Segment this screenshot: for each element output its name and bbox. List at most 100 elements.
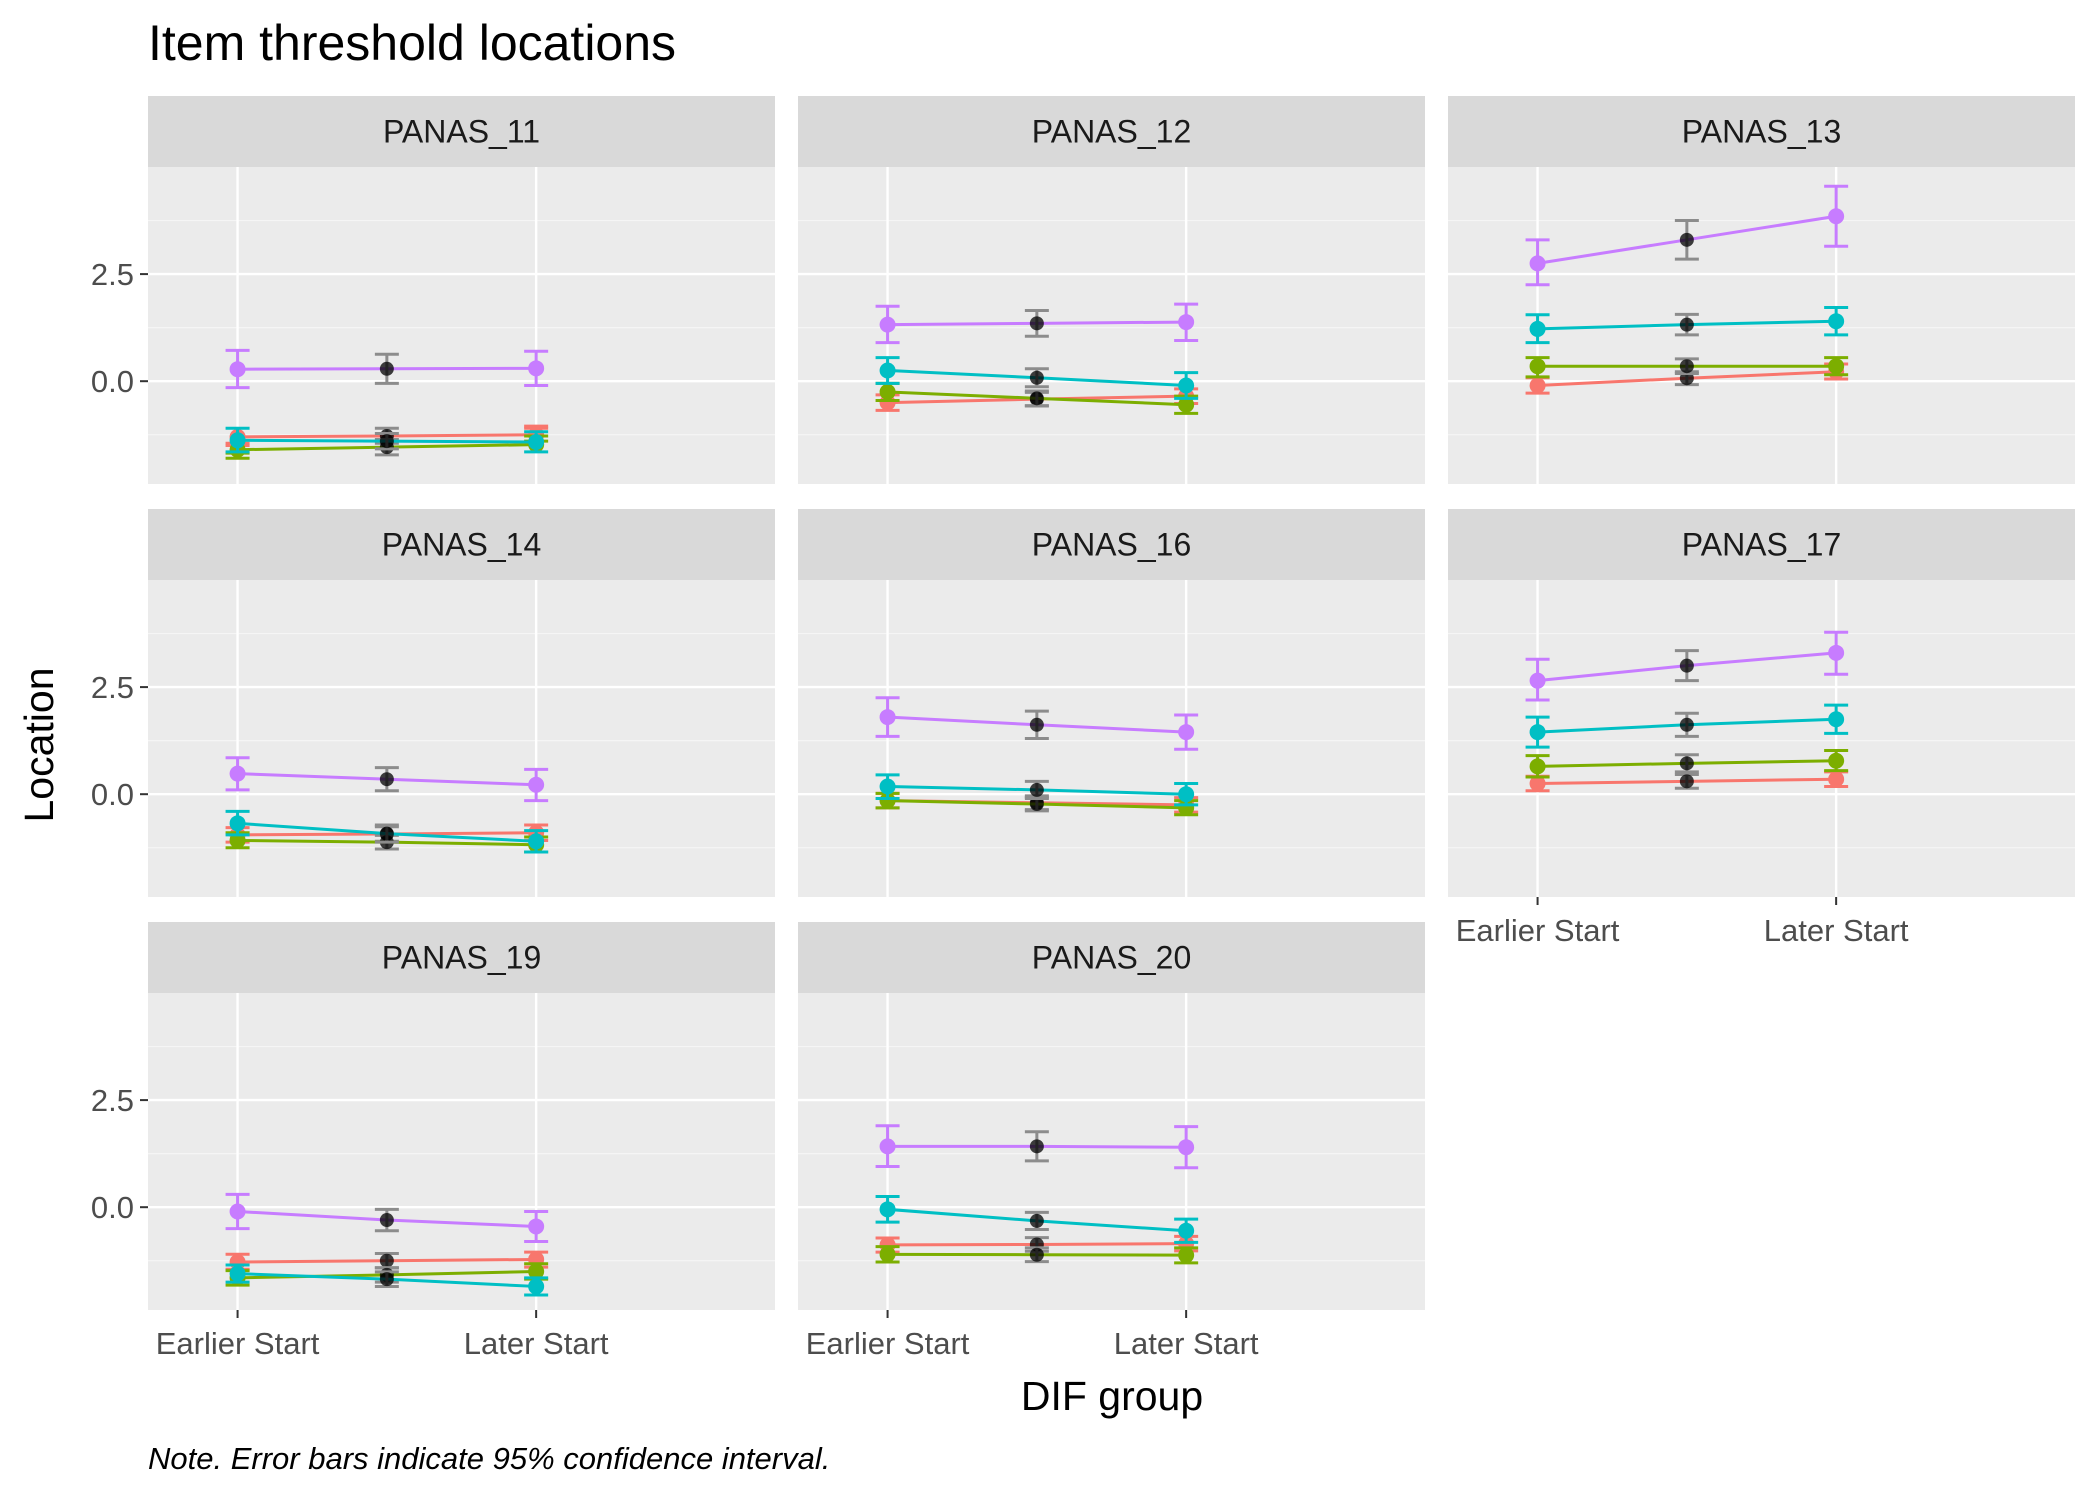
data-point — [879, 1138, 896, 1155]
panel-strip — [1448, 96, 2075, 167]
series-group — [1525, 356, 1849, 379]
series-group — [875, 356, 1199, 400]
panel-title: PANAS_17 — [1682, 527, 1842, 563]
series-group — [875, 302, 1199, 345]
panel: PANAS_17 Earlier Start Later Start — [1448, 509, 2075, 948]
axis-titles: DIF group Location — [16, 667, 1203, 1419]
series-group — [225, 1263, 549, 1297]
average-point — [1029, 797, 1044, 812]
panel-background — [148, 580, 775, 897]
data-point — [528, 1263, 545, 1280]
data-point — [879, 792, 896, 809]
data-point — [1178, 377, 1195, 394]
data-point — [879, 383, 896, 400]
data-point — [1828, 752, 1845, 769]
data-point — [528, 833, 545, 850]
panel: PANAS_14 2.5 0.0 — [91, 509, 775, 897]
x-tick-label: Earlier Start — [806, 1326, 970, 1361]
data-point — [1529, 255, 1546, 272]
average-point — [1679, 317, 1694, 332]
x-tick-label: Later Start — [1114, 1326, 1259, 1361]
average-point — [1029, 717, 1044, 732]
data-point — [1529, 320, 1546, 337]
panel-title: PANAS_19 — [382, 940, 542, 976]
panels: PANAS_11 2.5 0.0 PANAS_12 PANAS_13 PANAS_14 2.… — [91, 96, 2075, 1361]
data-point — [229, 1265, 246, 1282]
data-point — [1178, 1222, 1195, 1239]
data-point — [528, 1218, 545, 1235]
data-point — [1529, 377, 1546, 394]
y-tick-label: 0.0 — [91, 777, 134, 812]
panel-background — [1448, 167, 2075, 484]
panel-background — [148, 167, 775, 484]
average-point — [1679, 359, 1694, 374]
series-group — [875, 696, 1199, 751]
data-point — [1529, 775, 1546, 792]
average-point — [1679, 232, 1694, 247]
average-point — [379, 1272, 394, 1287]
average-point — [1679, 717, 1694, 732]
average-point — [379, 772, 394, 787]
panel-title: PANAS_16 — [1032, 527, 1192, 563]
panel: PANAS_11 2.5 0.0 — [91, 96, 775, 484]
data-point — [1828, 208, 1845, 225]
average-point — [1029, 1213, 1044, 1228]
panel-title: PANAS_20 — [1032, 940, 1192, 976]
x-tick-label: Later Start — [1764, 913, 1909, 948]
chart-caption: Note. Error bars indicate 95% confidence… — [148, 1441, 830, 1476]
data-point — [1828, 711, 1845, 728]
panel-strip — [148, 922, 775, 993]
series-group — [225, 809, 549, 854]
series-group — [875, 773, 1199, 807]
data-point — [879, 1201, 896, 1218]
average-point — [1029, 370, 1044, 385]
panel-background — [148, 993, 775, 1310]
panel-strip — [798, 96, 1425, 167]
data-point — [879, 709, 896, 726]
data-point — [528, 1278, 545, 1295]
series-group — [1525, 184, 1849, 287]
panel-strip — [148, 96, 775, 167]
data-point — [229, 1203, 246, 1220]
average-point — [1029, 782, 1044, 797]
data-point — [1529, 672, 1546, 689]
data-point — [1178, 724, 1195, 741]
data-point — [1828, 644, 1845, 661]
data-point — [1178, 786, 1195, 803]
panel: PANAS_12 — [798, 96, 1425, 484]
y-axis-title: Location — [16, 667, 62, 822]
data-point — [1529, 724, 1546, 741]
panel: PANAS_19 2.5 0.0 Earlier Start Later Start — [91, 922, 775, 1361]
panel-background — [1448, 580, 2075, 897]
panel-strip — [798, 922, 1425, 993]
average-point — [379, 1253, 394, 1268]
series-group — [875, 1234, 1199, 1254]
average-point — [379, 434, 394, 449]
data-point — [1828, 771, 1845, 788]
average-point — [1029, 391, 1044, 406]
data-point — [229, 432, 246, 449]
y-tick-label: 0.0 — [91, 1190, 134, 1225]
panel-title: PANAS_13 — [1682, 114, 1842, 150]
data-point — [229, 361, 246, 378]
y-tick-label: 0.0 — [91, 364, 134, 399]
data-point — [1828, 358, 1845, 375]
average-point — [1679, 658, 1694, 673]
data-point — [528, 360, 545, 377]
panel: PANAS_13 — [1448, 96, 2075, 484]
series-group — [225, 426, 549, 454]
series-group — [875, 1245, 1199, 1265]
average-point — [1029, 1139, 1044, 1154]
y-tick-label: 2.5 — [91, 257, 134, 292]
panel-strip — [798, 509, 1425, 580]
data-point — [528, 776, 545, 793]
data-point — [879, 362, 896, 379]
y-tick-label: 2.5 — [91, 670, 134, 705]
data-point — [229, 815, 246, 832]
data-point — [879, 778, 896, 795]
series-group — [225, 348, 549, 390]
chart-title: Item threshold locations — [148, 15, 676, 71]
series-group — [1525, 703, 1849, 749]
series-group — [1525, 630, 1849, 702]
